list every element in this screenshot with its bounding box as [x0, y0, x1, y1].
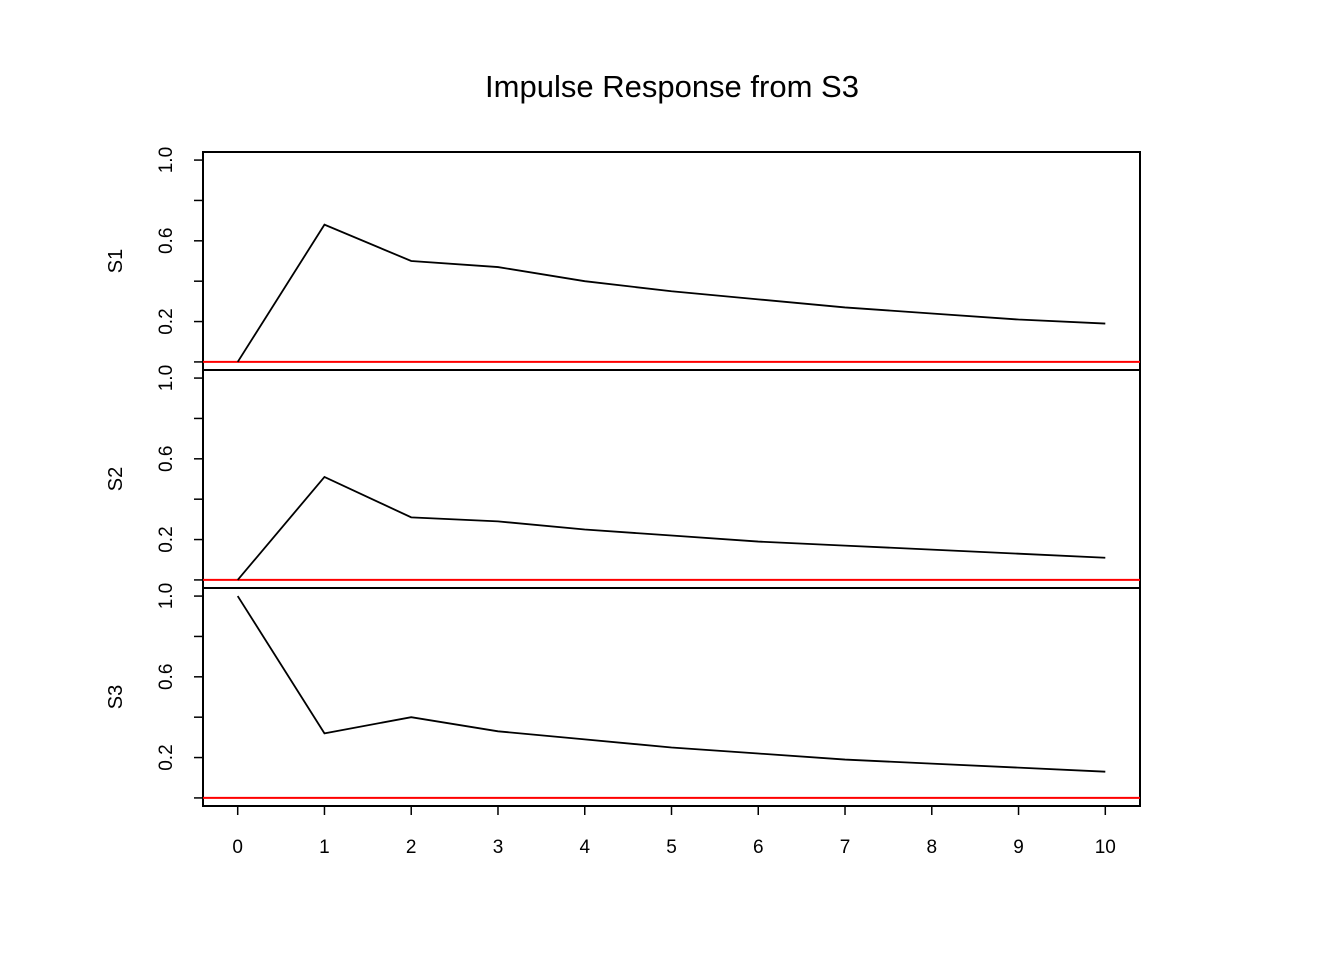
x-axis: 0 1 2 3 4 5 6 7 8 9 10: [232, 805, 1116, 858]
x-tick-label: 3: [493, 837, 504, 858]
x-tick-label: 4: [579, 837, 590, 858]
y-tick-label: 0.6: [156, 446, 177, 472]
panel-s3: 0.2 0.6 1.0 S3: [105, 583, 1141, 807]
y-axis-label: S3: [105, 685, 127, 709]
x-tick-label: 9: [1013, 837, 1024, 858]
panel-s2: 0.2 0.6 1.0 S2: [105, 365, 1141, 589]
response-line-s3: [236, 595, 1106, 773]
chart-title: Impulse Response from S3: [485, 69, 859, 104]
x-tick-label: 1: [319, 837, 330, 858]
y-tick-label: 1.0: [156, 583, 177, 609]
y-tick-label: 0.2: [156, 744, 177, 770]
panel-frame: [202, 587, 1141, 807]
panel-frame: [202, 151, 1141, 371]
x-tick-label: 2: [406, 837, 417, 858]
y-tick-label: 0.2: [156, 526, 177, 552]
y-tick-label: 0.2: [156, 308, 177, 334]
y-tick-label: 1.0: [156, 147, 177, 173]
x-tick-label: 6: [753, 837, 764, 858]
x-tick-label: 5: [666, 837, 677, 858]
x-tick-label: 8: [926, 837, 937, 858]
x-tick-label: 10: [1095, 837, 1116, 858]
y-tick-label: 1.0: [156, 365, 177, 391]
y-axis-label: S1: [105, 249, 127, 273]
x-tick-label: 7: [840, 837, 851, 858]
panel-frame: [202, 369, 1141, 589]
panel-s1: 0.2 0.6 1.0 S1: [105, 147, 1141, 371]
x-tick-label: 0: [232, 837, 243, 858]
y-axis-label: S2: [105, 467, 127, 491]
y-tick-label: 0.6: [156, 228, 177, 254]
response-line-s1: [236, 223, 1106, 363]
y-tick-label: 0.6: [156, 664, 177, 690]
panels-layer: 0.2 0.6 1.0 S1 0.2 0.6 1.0 S2 0.2 0.6 1.0 S3: [105, 147, 1141, 807]
response-line-s2: [237, 475, 1106, 581]
